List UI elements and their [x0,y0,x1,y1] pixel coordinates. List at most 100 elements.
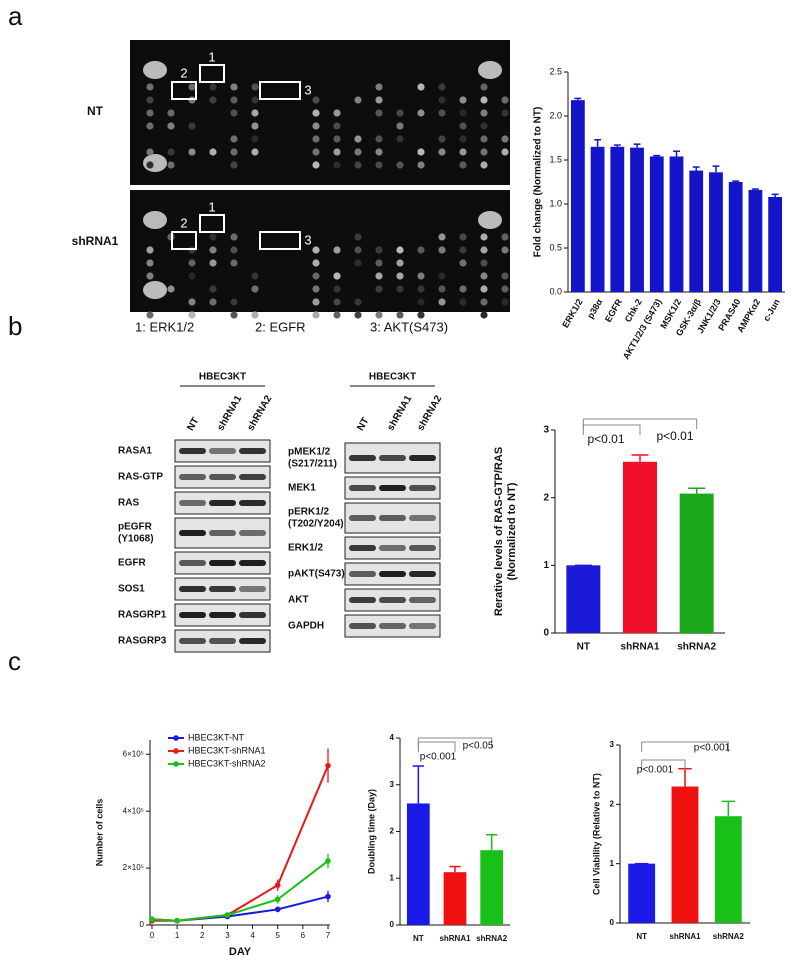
significance-bracket [582,418,698,429]
data-point [224,912,231,918]
array-spot [501,109,509,117]
array-spot [146,311,154,319]
array-spot [230,259,238,267]
bar [480,850,504,925]
array-spot [375,96,383,104]
blot-row-label: SOS1 [118,584,145,595]
blot-band [379,571,406,577]
y-tick-label: 0 [140,920,145,929]
array-spot [312,122,320,130]
blot-band [409,597,436,603]
array-spot [396,259,404,267]
blot-band [209,638,236,644]
legend-marker [173,735,179,741]
array-spot [209,233,217,241]
array-spot [480,83,488,91]
significance-label: p<0.001 [420,752,457,763]
blot-band [349,485,376,491]
array-image [130,40,510,185]
blot-band [379,485,406,491]
array-spot [209,83,217,91]
x-tick-label: 4 [250,931,255,940]
blot-row-label: (T202/Y204) [288,519,344,530]
bar [709,172,723,292]
x-tick-label: 2 [200,931,205,940]
x-tick-label: 0 [150,931,155,940]
array-box [199,64,225,83]
bar [590,146,605,292]
bar [623,461,657,633]
array-spot [230,96,238,104]
array-spot [146,246,154,254]
y-tick-label: 0 [390,920,395,929]
y-tick-label: 2×10⁵ [123,863,144,872]
array-spot [188,311,196,319]
y-tick-label: 0.0 [549,286,562,296]
array-spot [459,135,467,143]
array-spot [396,135,404,143]
array-spot [333,272,341,280]
array-spot [209,148,217,156]
array-spot [375,148,383,156]
y-axis-label: Number of cells [94,799,104,867]
blot-band [349,571,376,577]
array-spot [417,83,425,91]
array-spot [417,148,425,156]
blot-band [379,455,406,461]
bar [630,147,644,292]
array-spot [501,135,509,143]
array-spot [333,298,341,306]
array-spot [209,285,217,293]
y-tick-label: 3 [390,780,395,789]
blot-row-label: pEGFR [118,522,153,533]
array-spot [396,311,404,319]
significance-bracket [417,737,493,748]
array-spot [501,285,509,293]
y-tick-label: 2 [543,492,549,503]
significance-label: p<0.001 [694,743,731,754]
array-spot [312,298,320,306]
array-condition: shRNA1 [72,234,119,248]
array-spot [375,311,383,319]
array-spot [312,311,320,319]
array-spot [188,122,196,130]
array-spot [188,83,196,91]
array-spot [333,135,341,143]
array-spot [146,122,154,130]
y-axis-label: Cell Viability (Relative to NT) [591,773,601,895]
y-tick-label: 2 [390,827,395,836]
blot-row-label: MEK1 [288,483,316,494]
blot-band [349,545,376,551]
array-spot [251,96,259,104]
y-tick-label: 6×10⁵ [123,749,144,758]
legend-label: HBEC3KT-NT [188,732,245,742]
array-spot [312,109,320,117]
x-tick-label: shRNA1 [439,934,471,943]
array-legend: 3: AKT(S473) [370,319,448,334]
blot-band [239,530,266,536]
blot-row-label: RASGRP3 [118,636,167,647]
array-spot [480,233,488,241]
array-spot [333,161,341,169]
array-spot [438,83,446,91]
y-tick-label: 2.0 [549,110,562,120]
blot-header: HBEC3KT [369,372,416,383]
array-spot [333,285,341,293]
bar [649,156,664,292]
legend-label: HBEC3KT-shRNA1 [188,745,266,755]
blot-band [239,560,266,566]
array-spot [333,246,341,254]
array-spot [438,109,446,117]
array-spot [312,96,320,104]
blot-row-label: EGFR [118,558,147,569]
blot-row-label: RASA1 [118,446,152,457]
blot-band [409,623,436,629]
blot-band [209,530,236,536]
array-spot [143,154,167,172]
box-label: 2 [180,65,187,80]
blot-band [209,612,236,618]
array-spot [480,246,488,254]
y-tick-label: 1 [390,873,395,882]
array-spot [167,148,175,156]
y-tick-label: 1.5 [549,154,562,164]
